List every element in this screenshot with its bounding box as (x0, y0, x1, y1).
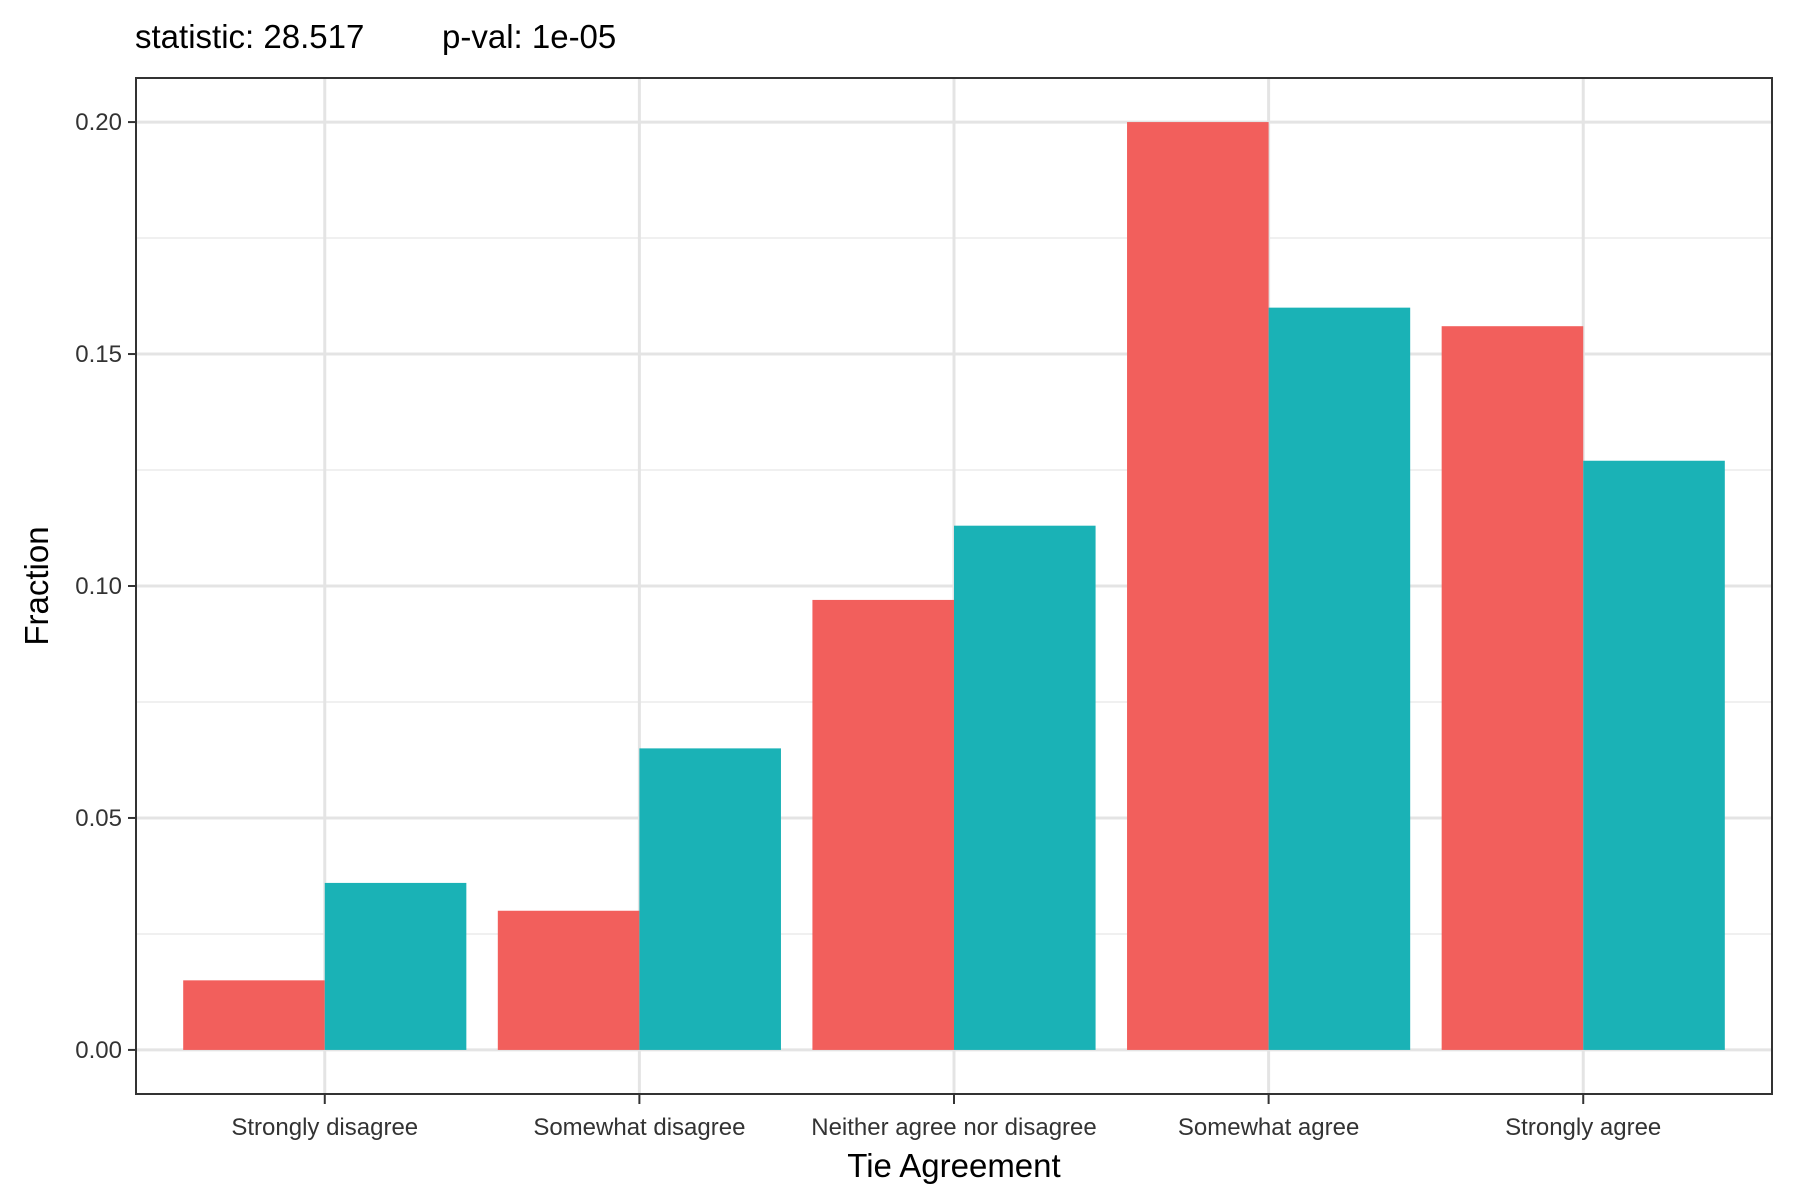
bar-series1-strongly-agree (1441, 326, 1584, 1050)
x-tick-label: Neither agree nor disagree (811, 1114, 1097, 1141)
y-tick-label: 0.15 (75, 341, 122, 368)
x-tick-label: Somewhat disagree (533, 1114, 745, 1141)
bar-series1-neither-agree-nor-disagree (812, 599, 954, 1050)
y-tick-label: 0.05 (75, 805, 122, 832)
x-tick-label: Strongly disagree (231, 1114, 418, 1141)
bar-series2-somewhat-agree (1268, 307, 1411, 1050)
x-tick-label: Somewhat agree (1178, 1114, 1359, 1141)
pvalue-label: p-val: 1e-05 (442, 18, 616, 55)
x-tick-label: Strongly agree (1505, 1114, 1661, 1141)
axes: 0.00 0.05 0.10 0.15 0.20 Strongly disagree Som… (75, 77, 1773, 1141)
bars (183, 122, 1725, 1050)
bar-series1-somewhat-disagree (497, 910, 640, 1050)
y-tick-label: 0.00 (75, 1037, 122, 1064)
bar-series1-strongly-disagree (183, 980, 325, 1050)
bar-series1-somewhat-agree (1127, 122, 1269, 1050)
bar-series2-strongly-disagree (324, 882, 467, 1050)
bar-series2-strongly-agree (1583, 460, 1725, 1050)
bar-series2-somewhat-disagree (639, 748, 781, 1050)
bar-series2-neither-agree-nor-disagree (954, 525, 1096, 1050)
y-tick-label: 0.10 (75, 573, 122, 600)
statistic-label: statistic: 28.517 (135, 18, 364, 55)
y-tick-label: 0.20 (75, 109, 122, 136)
y-axis-title: Fraction (18, 526, 55, 645)
x-axis-title: Tie Agreement (847, 1147, 1060, 1184)
